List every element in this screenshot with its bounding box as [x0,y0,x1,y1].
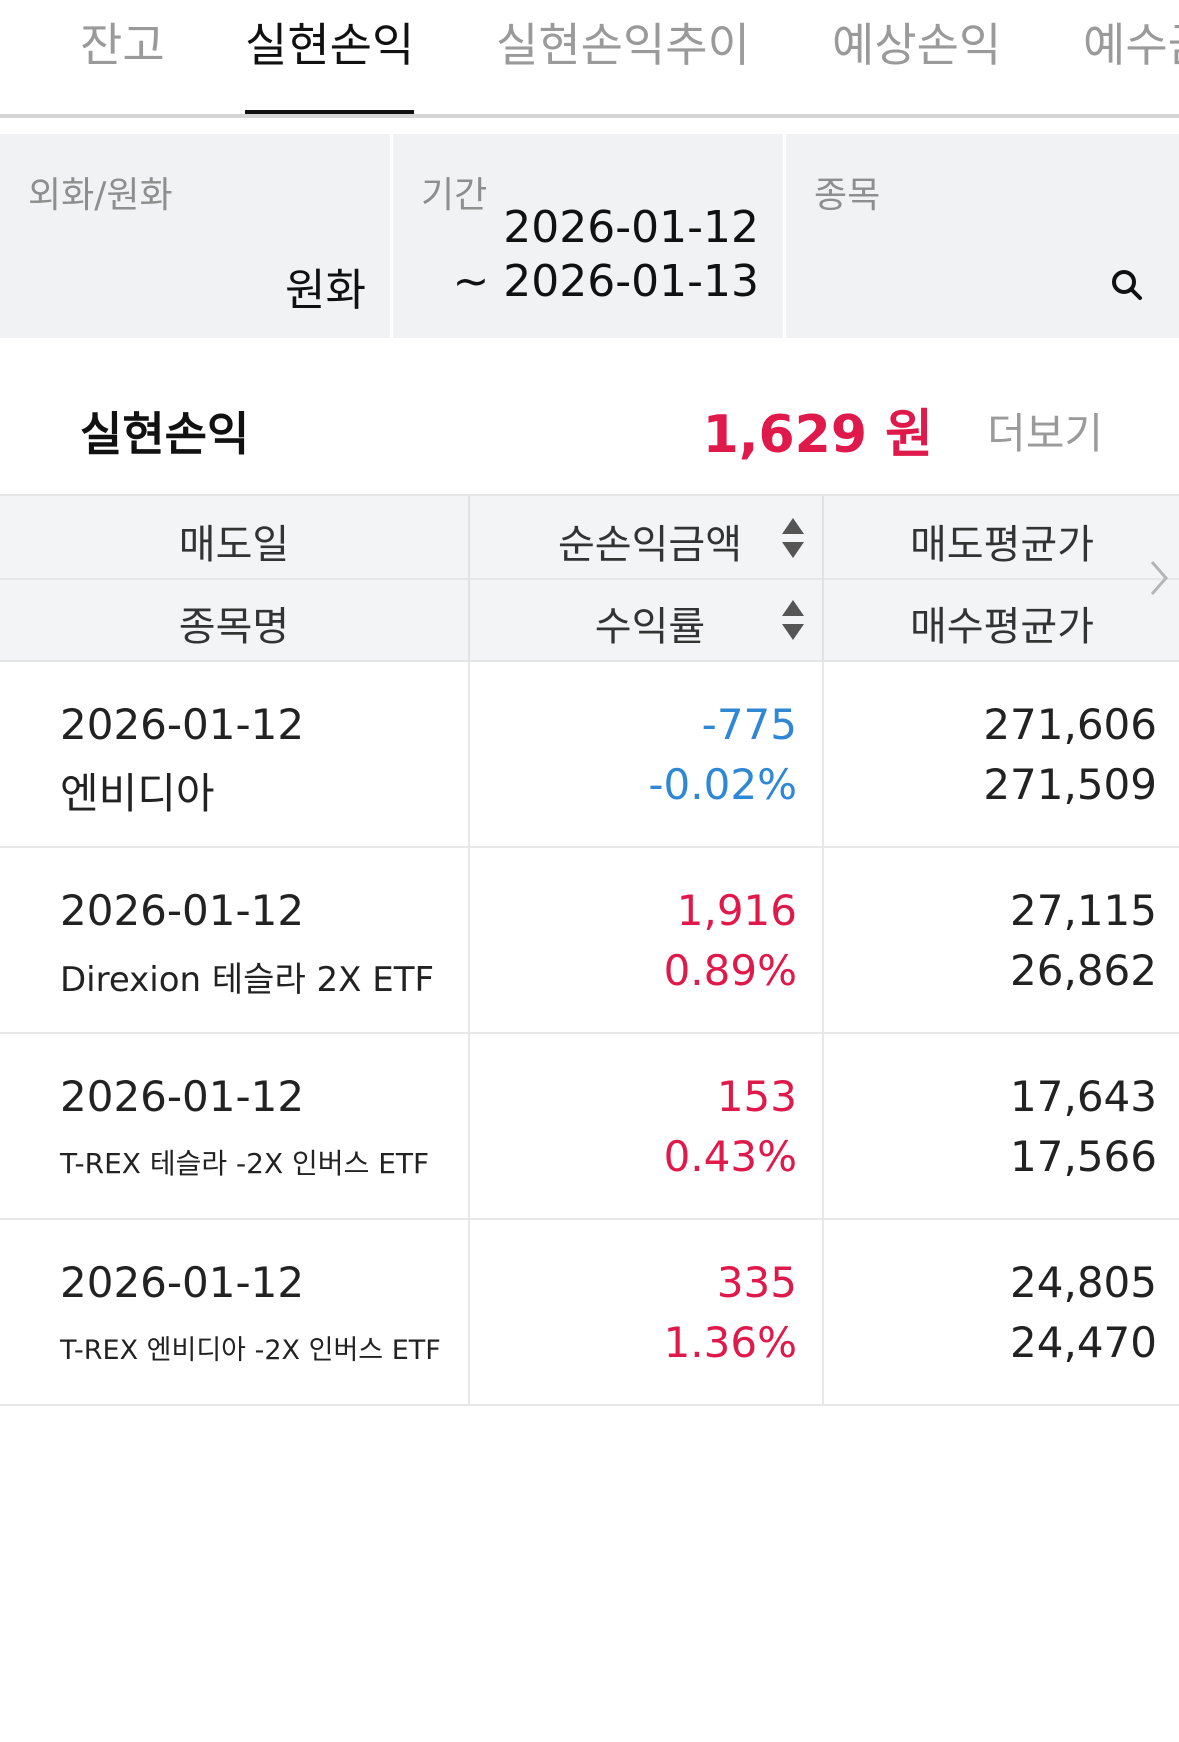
net-profit: 1,916 [676,886,797,935]
row-col-divider [822,1034,824,1220]
stock-filter[interactable]: 종목 [786,134,1179,338]
pnl-summary: 실현손익 1,629 원 더보기 [0,338,1179,494]
row-col-divider [822,1220,824,1406]
summary-amount: 1,629 원 [702,405,933,465]
header-row-divider [0,578,1179,580]
row-col-divider [822,848,824,1034]
header-stock-name: 종목명 [178,604,290,650]
period-end: ~ 2026-01-13 [452,256,759,307]
table-row[interactable]: 2026-01-12 엔비디아 -775 -0.02% 271,606 271,… [0,662,1179,848]
buy-avg-price: 17,566 [1010,1132,1157,1181]
table-row[interactable]: 2026-01-12 T-REX 테슬라 -2X 인버스 ETF 153 0.4… [0,1034,1179,1220]
currency-filter-label: 외화/원화 [28,175,173,216]
filter-divider [783,134,786,338]
period-start: 2026-01-12 [503,202,759,253]
period-filter-label: 기간 [421,175,488,216]
header-col-divider [822,496,824,660]
row-col-divider [468,662,470,848]
tab-bar: 잔고 실현손익 실현손익추이 예상손익 예수금 [0,0,1179,118]
table-row[interactable]: 2026-01-12 T-REX 엔비디아 -2X 인버스 ETF 335 1.… [0,1220,1179,1406]
row-col-divider [468,848,470,1034]
tab-expected-pnl[interactable]: 예상손익 [832,18,1002,72]
header-return-rate[interactable]: 수익률 [594,604,706,650]
filter-divider [390,134,393,338]
tab-realized-pnl[interactable]: 실현손익 [245,0,415,114]
return-rate: 0.43% [663,1132,797,1181]
header-col-divider [468,496,470,660]
sell-date: 2026-01-12 [60,1258,305,1307]
buy-avg-price: 26,862 [1010,946,1157,995]
row-col-divider [822,662,824,848]
sort-icon[interactable] [780,598,806,642]
search-icon[interactable] [1110,268,1144,302]
sell-date: 2026-01-12 [60,886,305,935]
sell-date: 2026-01-12 [60,1072,305,1121]
sell-avg-price: 24,805 [1010,1258,1157,1307]
row-col-divider [468,1220,470,1406]
net-profit: 153 [716,1072,797,1121]
period-filter[interactable]: 기간 2026-01-12 ~ 2026-01-13 [393,134,783,338]
header-buy-avg: 매수평균가 [910,604,1094,650]
tab-balance[interactable]: 잔고 [80,18,165,72]
buy-avg-price: 24,470 [1010,1318,1157,1367]
stock-name: 엔비디아 [60,769,215,818]
tab-realized-pnl-label: 실현손익 [245,18,415,72]
return-rate: 1.36% [663,1318,797,1367]
tab-deposit[interactable]: 예수금 [1083,18,1179,72]
sell-avg-price: 271,606 [983,700,1157,749]
chevron-right-icon[interactable] [1148,558,1170,598]
currency-filter-value: 원화 [285,265,366,316]
return-rate: 0.89% [663,946,797,995]
header-sell-date: 매도일 [178,522,290,568]
buy-avg-price: 271,509 [983,760,1157,809]
table-row[interactable]: 2026-01-12 Direxion 테슬라 2X ETF 1,916 0.8… [0,848,1179,1034]
header-net-profit[interactable]: 순손익금액 [558,522,742,568]
summary-title: 실현손익 [80,407,250,461]
sell-avg-price: 17,643 [1010,1072,1157,1121]
return-rate: -0.02% [648,760,797,809]
sort-icon[interactable] [780,516,806,560]
sell-avg-price: 27,115 [1010,886,1157,935]
net-profit: 335 [716,1258,797,1307]
net-profit: -775 [701,700,797,749]
more-button[interactable]: 더보기 [987,409,1103,458]
stock-name: T-REX 엔비디아 -2X 인버스 ETF [60,1335,441,1366]
stock-filter-label: 종목 [814,175,881,216]
stock-name: T-REX 테슬라 -2X 인버스 ETF [60,1147,430,1180]
stock-name: Direxion 테슬라 2X ETF [60,960,435,1000]
currency-filter[interactable]: 외화/원화 원화 [0,134,390,338]
header-sell-avg: 매도평균가 [910,522,1094,568]
active-tab-indicator [245,110,415,114]
tab-realized-pnl-trend[interactable]: 실현손익추이 [496,18,750,72]
row-col-divider [468,1034,470,1220]
table-header: 매도일 종목명 순손익금액 수익률 매도평균가 매수평균가 [0,494,1179,662]
sell-date: 2026-01-12 [60,700,305,749]
filter-bar: 외화/원화 원화 기간 2026-01-12 ~ 2026-01-13 종목 [0,134,1179,338]
